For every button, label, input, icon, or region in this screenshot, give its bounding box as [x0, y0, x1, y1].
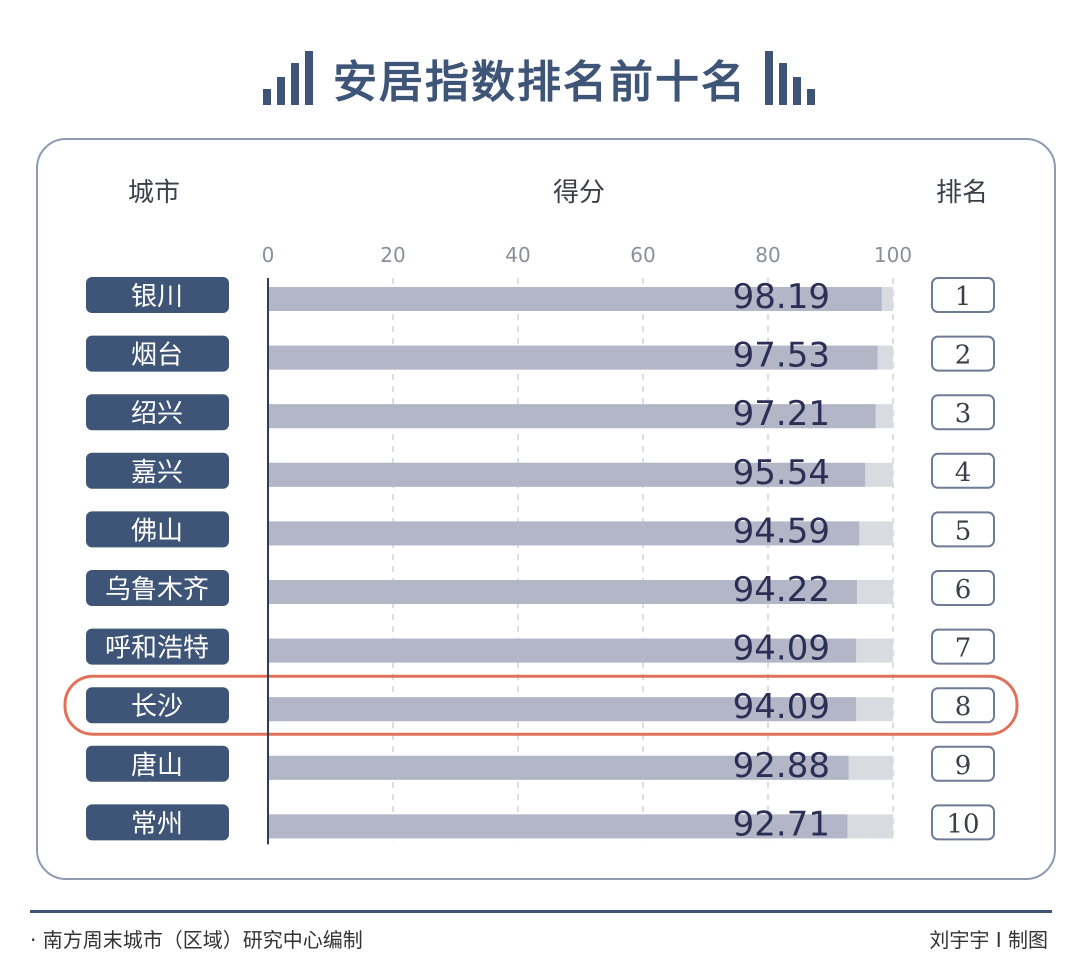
- value-label: 94.09: [733, 629, 830, 669]
- footer-credit: 刘宇宇 I 制图: [929, 928, 1048, 952]
- value-label: 94.59: [733, 511, 830, 551]
- chart-title: 安居指数排名前十名: [333, 57, 747, 108]
- rank-box: [931, 452, 995, 489]
- city-label: 烟台: [131, 341, 183, 371]
- x-tick-label: 20: [380, 243, 405, 267]
- city-header: 城市: [128, 178, 181, 208]
- footer-source: · 南方周末城市（区域）研究中心编制: [30, 928, 363, 952]
- bar: [268, 287, 882, 311]
- city-label: 呼和浩特: [105, 634, 209, 664]
- rank-box: [931, 687, 995, 724]
- city-label-box: [86, 570, 229, 606]
- city-label: 乌鲁木齐: [105, 575, 209, 605]
- city-label-box: [86, 335, 229, 372]
- value-label: 95.54: [733, 453, 830, 493]
- rank-box: [931, 804, 995, 841]
- bar: [268, 638, 857, 663]
- city-label: 常州: [131, 809, 183, 839]
- city-label: 绍兴: [131, 399, 183, 429]
- x-tick-label: 0: [262, 243, 275, 267]
- rank-box: [931, 511, 995, 548]
- bar: [268, 580, 857, 604]
- x-tick-label: 80: [755, 243, 780, 267]
- city-label: 嘉兴: [131, 458, 183, 488]
- city-label-box: [86, 804, 229, 841]
- rank-label: 1: [955, 282, 972, 312]
- value-label: 97.21: [733, 394, 830, 434]
- value-label: 94.09: [733, 687, 830, 727]
- x-tick-label: 40: [505, 243, 530, 267]
- city-label: 佛山: [131, 516, 183, 546]
- city-label-box: [86, 687, 229, 724]
- rank-box: [931, 570, 995, 606]
- value-label: 94.22: [733, 570, 830, 610]
- highlight-ring: [63, 674, 1019, 736]
- rank-box: [931, 628, 995, 665]
- city-label: 长沙: [131, 692, 183, 722]
- rank-label: 6: [955, 575, 972, 605]
- rank-label: 5: [955, 516, 972, 546]
- x-tick-label: 100: [874, 243, 912, 267]
- city-label-box: [86, 745, 229, 782]
- chart-frame: [36, 138, 1056, 880]
- value-label: 92.88: [733, 746, 830, 786]
- city-label-box: [86, 452, 229, 489]
- rank-label: 2: [955, 341, 972, 371]
- rank-label: 9: [955, 751, 972, 781]
- rank-label: 3: [955, 399, 972, 429]
- city-label-box: [86, 628, 229, 665]
- bar: [268, 697, 857, 722]
- score-header: 得分: [553, 178, 606, 208]
- bar: [268, 345, 878, 370]
- rank-box: [931, 394, 995, 431]
- bar: [268, 814, 848, 839]
- city-label-box: [86, 511, 229, 548]
- city-label: 唐山: [131, 751, 183, 781]
- city-label-box: [86, 394, 229, 431]
- bar: [268, 521, 860, 546]
- rank-label: 10: [946, 809, 979, 839]
- value-label: 98.19: [733, 277, 830, 317]
- bar-chart-icon: [765, 51, 815, 105]
- bar: [268, 755, 849, 780]
- bar-chart-icon: [263, 51, 313, 105]
- rank-label: 8: [955, 692, 972, 722]
- rank-box: [931, 745, 995, 782]
- rank-box: [931, 277, 995, 313]
- title-row: 安居指数排名前十名: [0, 38, 1080, 118]
- bar: [268, 462, 866, 487]
- value-label: 97.53: [733, 336, 830, 376]
- city-label: 银川: [131, 282, 183, 312]
- rank-header: 排名: [936, 178, 989, 208]
- footer-divider: [30, 910, 1052, 913]
- value-label: 92.71: [733, 804, 830, 844]
- bar: [268, 404, 876, 429]
- rank-label: 7: [955, 634, 972, 664]
- city-label-box: [86, 277, 229, 313]
- rank-box: [931, 335, 995, 372]
- rank-label: 4: [955, 458, 972, 488]
- x-tick-label: 60: [630, 243, 655, 267]
